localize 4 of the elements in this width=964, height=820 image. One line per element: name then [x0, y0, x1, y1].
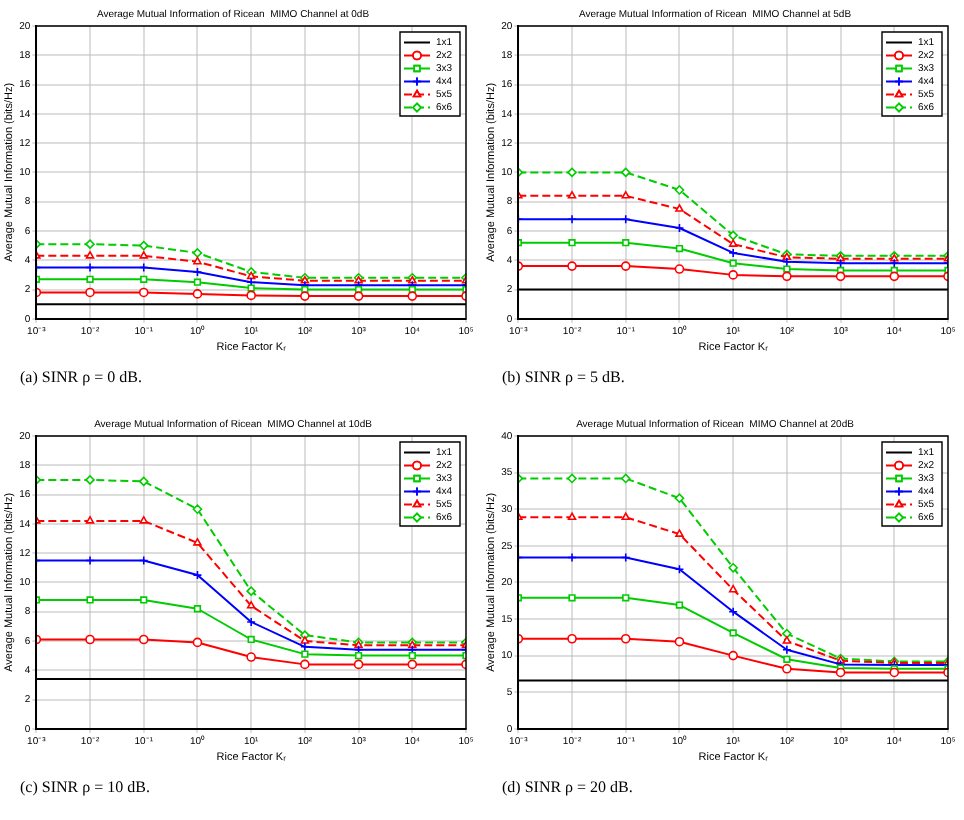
text: (d) SINR ρ = 20 dB.: [502, 778, 635, 796]
text: (b) SINR ρ = 5 dB.: [502, 368, 627, 386]
text: (c) SINR ρ = 10 dB.: [20, 778, 152, 796]
text: (a) SINR ρ = 0 dB.: [20, 368, 144, 386]
